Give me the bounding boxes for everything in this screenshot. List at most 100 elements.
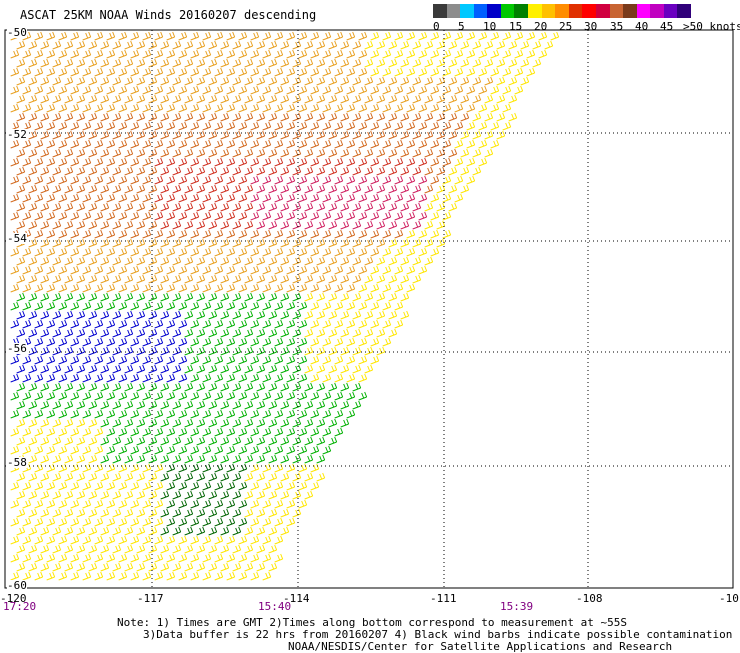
- wind-barb: [280, 346, 290, 356]
- wind-barb: [94, 535, 104, 545]
- wind-barb: [160, 400, 170, 410]
- wind-barb: [124, 94, 134, 104]
- wind-barb: [418, 67, 428, 77]
- wind-barb: [22, 445, 32, 455]
- wind-barb: [238, 67, 248, 77]
- wind-barb: [388, 310, 398, 320]
- wind-barb: [442, 193, 452, 203]
- wind-barb: [292, 382, 302, 392]
- wind-barb: [256, 472, 266, 482]
- wind-barb: [148, 382, 158, 392]
- wind-barb: [250, 103, 260, 113]
- wind-barb: [124, 130, 134, 140]
- wind-barb: [274, 463, 284, 473]
- wind-barb: [466, 139, 476, 149]
- wind-barb: [136, 328, 146, 338]
- wind-barb: [214, 85, 224, 95]
- wind-barb: [136, 58, 146, 68]
- wind-barb: [148, 562, 158, 572]
- wind-barb: [220, 256, 230, 266]
- wind-barb: [100, 184, 110, 194]
- wind-barb: [136, 562, 146, 572]
- wind-barb: [130, 229, 140, 239]
- wind-barb: [340, 382, 350, 392]
- wind-barb: [10, 193, 20, 203]
- wind-barb: [190, 535, 200, 545]
- wind-barb: [124, 238, 134, 248]
- wind-barb: [358, 85, 368, 95]
- wind-barb: [226, 139, 236, 149]
- wind-barb: [100, 472, 110, 482]
- wind-barb: [238, 31, 248, 41]
- wind-barb: [274, 193, 284, 203]
- wind-barb: [166, 85, 176, 95]
- wind-barb: [22, 517, 32, 527]
- wind-barb: [334, 265, 344, 275]
- wind-barb: [328, 400, 338, 410]
- colorbar-segment: [582, 4, 597, 18]
- wind-barb: [226, 247, 236, 257]
- wind-barb: [22, 247, 32, 257]
- wind-barb: [130, 49, 140, 59]
- wind-barb: [292, 418, 302, 428]
- wind-barb: [184, 436, 194, 446]
- wind-barb: [400, 58, 410, 68]
- wind-barb: [136, 148, 146, 158]
- wind-barb: [46, 85, 56, 95]
- wind-barb: [172, 184, 182, 194]
- wind-barb: [178, 409, 188, 419]
- wind-barb: [88, 202, 98, 212]
- wind-barb: [376, 58, 386, 68]
- wind-barb: [154, 229, 164, 239]
- wind-barb: [40, 58, 50, 68]
- wind-barb: [70, 445, 80, 455]
- wind-barb: [46, 535, 56, 545]
- wind-barb: [52, 328, 62, 338]
- wind-barb: [472, 112, 482, 122]
- wind-barb: [148, 166, 158, 176]
- wind-barb: [442, 175, 452, 185]
- wind-barb: [184, 58, 194, 68]
- wind-barb: [358, 139, 368, 149]
- wind-barb: [124, 472, 134, 482]
- wind-barb: [166, 337, 176, 347]
- wind-barb: [76, 436, 86, 446]
- wind-barb: [22, 67, 32, 77]
- wind-barb: [58, 409, 68, 419]
- wind-barb: [292, 364, 302, 374]
- wind-barb: [298, 229, 308, 239]
- wind-barb: [340, 166, 350, 176]
- wind-barb: [436, 130, 446, 140]
- wind-barb: [154, 157, 164, 167]
- wind-barb: [214, 301, 224, 311]
- wind-barb: [376, 274, 386, 284]
- wind-barb: [76, 256, 86, 266]
- wind-barb: [100, 112, 110, 122]
- wind-barb: [76, 40, 86, 50]
- wind-barb: [250, 265, 260, 275]
- wind-barb: [10, 499, 20, 509]
- wind-barb: [226, 391, 236, 401]
- wind-barb: [34, 535, 44, 545]
- wind-barb: [340, 256, 350, 266]
- wind-barb: [178, 427, 188, 437]
- wind-barb: [154, 139, 164, 149]
- wind-barb: [148, 40, 158, 50]
- wind-barb: [358, 319, 368, 329]
- wind-barb: [322, 49, 332, 59]
- colorbar-label: 0: [433, 20, 440, 33]
- wind-barb: [172, 508, 182, 518]
- wind-barb: [112, 220, 122, 230]
- wind-barb: [196, 472, 206, 482]
- wind-barb: [34, 193, 44, 203]
- wind-barb: [154, 427, 164, 437]
- wind-barb: [424, 58, 434, 68]
- wind-barb: [52, 274, 62, 284]
- wind-barb: [214, 319, 224, 329]
- wind-barb: [166, 265, 176, 275]
- wind-barb: [82, 265, 92, 275]
- wind-barb: [430, 103, 440, 113]
- wind-barb: [316, 184, 326, 194]
- wind-barb: [226, 319, 236, 329]
- wind-barb: [88, 238, 98, 248]
